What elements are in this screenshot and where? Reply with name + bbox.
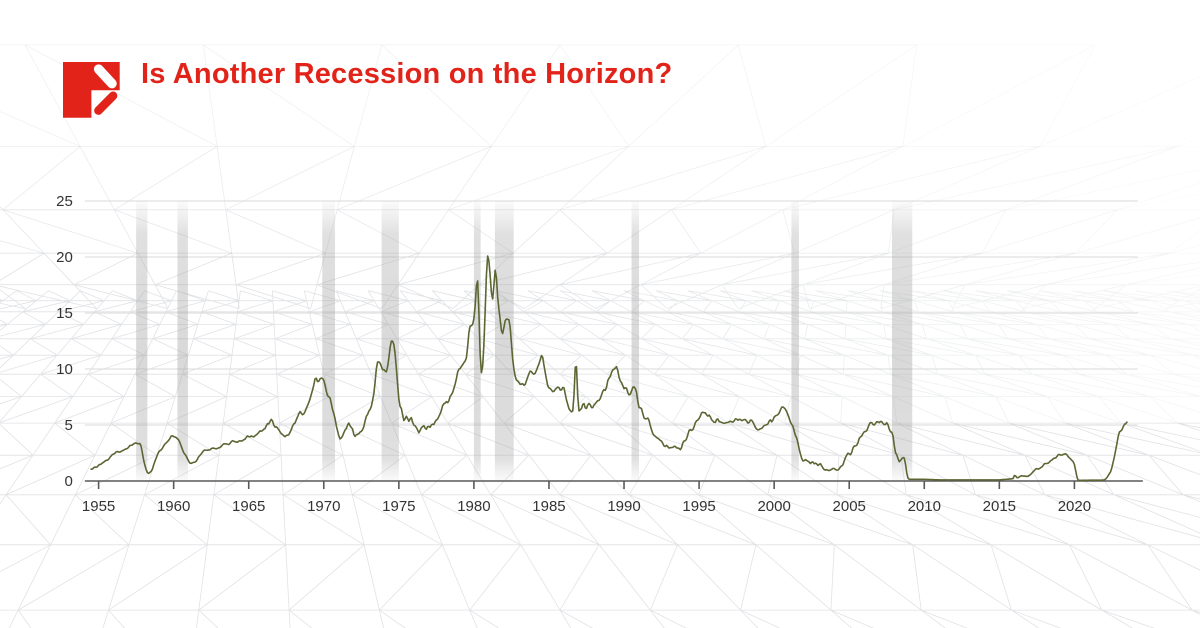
svg-text:5: 5 <box>65 417 73 434</box>
svg-text:1985: 1985 <box>532 498 565 515</box>
svg-text:15: 15 <box>56 305 73 322</box>
svg-text:10: 10 <box>56 361 73 378</box>
svg-text:2010: 2010 <box>908 498 941 515</box>
svg-text:20: 20 <box>56 249 73 266</box>
svg-text:1955: 1955 <box>82 498 115 515</box>
svg-text:2020: 2020 <box>1058 498 1091 515</box>
svg-text:2000: 2000 <box>757 498 790 515</box>
svg-text:0: 0 <box>65 473 73 490</box>
svg-text:25: 25 <box>56 193 73 210</box>
svg-text:1990: 1990 <box>607 498 640 515</box>
svg-text:1975: 1975 <box>382 498 415 515</box>
svg-text:2005: 2005 <box>833 498 866 515</box>
svg-text:1970: 1970 <box>307 498 340 515</box>
svg-text:2015: 2015 <box>983 498 1016 515</box>
svg-text:1960: 1960 <box>157 498 190 515</box>
svg-text:1995: 1995 <box>682 498 715 515</box>
svg-text:1965: 1965 <box>232 498 265 515</box>
svg-text:1980: 1980 <box>457 498 490 515</box>
